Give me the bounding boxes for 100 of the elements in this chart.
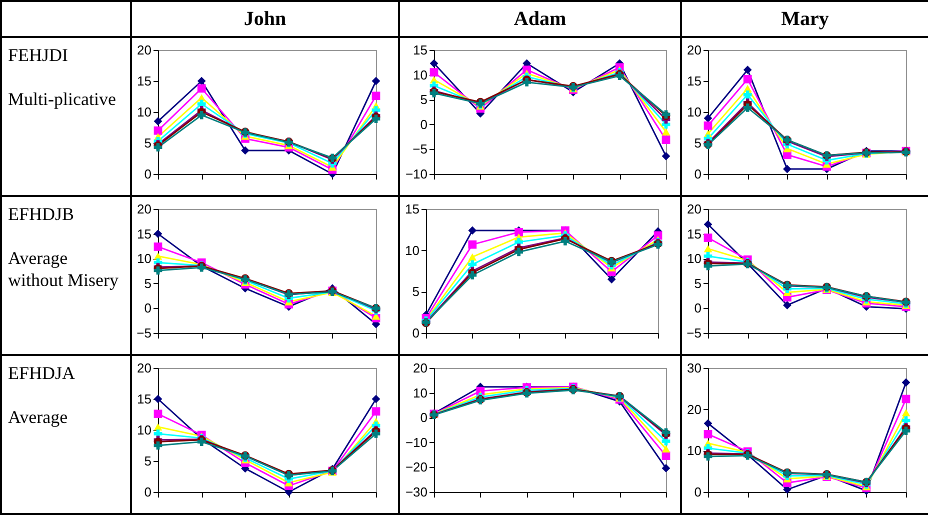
y-tick-label: 5: [144, 276, 152, 291]
y-tick-label: 0: [694, 166, 702, 182]
y-tick-label: 15: [687, 226, 702, 242]
point: [662, 136, 670, 144]
point: [704, 121, 712, 130]
point: [704, 220, 712, 229]
point: [902, 378, 910, 387]
y-tick-label: 5: [144, 454, 152, 468]
y-tick-label: 30: [687, 360, 702, 376]
y-tick-label: −30: [405, 484, 428, 500]
y-tick-label: 10: [137, 422, 152, 438]
y-tick-label: 10: [137, 104, 152, 120]
y-tick-label: 15: [405, 202, 420, 216]
y-tick-label: 0: [144, 484, 152, 500]
y-tick-label: 20: [137, 202, 152, 216]
point: [704, 114, 712, 122]
text: Multi-plicative: [8, 88, 117, 110]
point: [468, 226, 477, 235]
y-tick-label: 0: [694, 300, 702, 316]
point: [197, 76, 206, 86]
y-tick-label: 20: [687, 402, 702, 417]
y-tick-label: 20: [687, 42, 702, 58]
y-tick-label: 10: [137, 251, 152, 266]
y-tick-label: 15: [137, 74, 152, 88]
y-tick-label: 0: [144, 300, 152, 316]
y-tick-label: −5: [686, 326, 702, 340]
point: [662, 128, 670, 136]
y-tick-label: 5: [420, 92, 428, 108]
point: [154, 230, 162, 238]
point: [468, 240, 477, 249]
point: [197, 110, 206, 120]
y-tick-label: 0: [144, 166, 152, 182]
y-tick-label: −20: [405, 460, 428, 475]
text: Average without Misery: [8, 247, 120, 291]
point: [154, 410, 162, 418]
y-tick-label: 10: [687, 251, 702, 266]
point: [662, 464, 670, 472]
y-tick-label: 5: [144, 136, 152, 150]
y-tick-label: 10: [687, 443, 702, 458]
point: [430, 59, 438, 68]
y-tick-label: 0: [694, 484, 702, 500]
y-tick-label: 15: [687, 74, 702, 88]
point: [372, 92, 380, 100]
point: [902, 394, 910, 404]
y-tick-label: 10: [687, 104, 702, 120]
y-tick-label: 0: [420, 410, 428, 426]
y-tick-label: 0: [412, 326, 420, 340]
point: [902, 409, 910, 416]
point: [783, 301, 792, 310]
point: [372, 407, 380, 416]
point: [241, 146, 250, 155]
point: [783, 164, 792, 174]
chart-title: John: [131, 1, 399, 37]
point: [372, 76, 380, 86]
point: [154, 394, 162, 404]
y-tick-label: 5: [694, 276, 702, 291]
point: [743, 74, 752, 84]
y-tick-label: −5: [136, 326, 152, 340]
point: [704, 419, 712, 428]
point: [902, 426, 910, 436]
point: [468, 270, 477, 280]
y-tick-label: 15: [137, 392, 152, 406]
point: [607, 275, 616, 284]
point: [662, 445, 670, 452]
point: [743, 103, 752, 112]
point: [430, 68, 438, 77]
y-tick-label: 20: [413, 360, 428, 376]
point: [561, 237, 570, 246]
y-tick-label: −10: [405, 166, 428, 182]
point: [662, 152, 670, 160]
point: [154, 126, 162, 135]
point: [704, 430, 712, 438]
text: FEHJDI: [8, 44, 70, 66]
y-tick-label: 20: [137, 42, 152, 58]
point: [704, 245, 712, 252]
y-tick-label: −10: [405, 434, 428, 450]
point: [197, 84, 206, 93]
point: [743, 66, 752, 74]
y-tick-label: 10: [405, 242, 420, 258]
chart-title: Adam: [399, 1, 681, 37]
chart-title: Mary: [681, 1, 928, 37]
point: [154, 117, 162, 126]
y-tick-label: 15: [137, 226, 152, 242]
y-tick-label: 15: [413, 42, 428, 58]
text: Average: [8, 406, 69, 428]
point: [522, 78, 531, 86]
y-tick-label: 0: [420, 116, 428, 132]
y-tick-label: 10: [413, 385, 428, 400]
point: [743, 90, 752, 99]
y-tick-label: 20: [687, 202, 702, 216]
y-tick-label: 10: [413, 67, 428, 82]
y-tick-label: 20: [137, 360, 152, 376]
text: EFHDJB: [8, 203, 76, 225]
y-tick-label: 5: [412, 284, 420, 300]
point: [514, 248, 523, 256]
y-tick-label: −5: [412, 142, 428, 157]
point: [704, 234, 712, 242]
point: [372, 394, 380, 404]
point: [372, 430, 380, 438]
point: [154, 242, 162, 251]
